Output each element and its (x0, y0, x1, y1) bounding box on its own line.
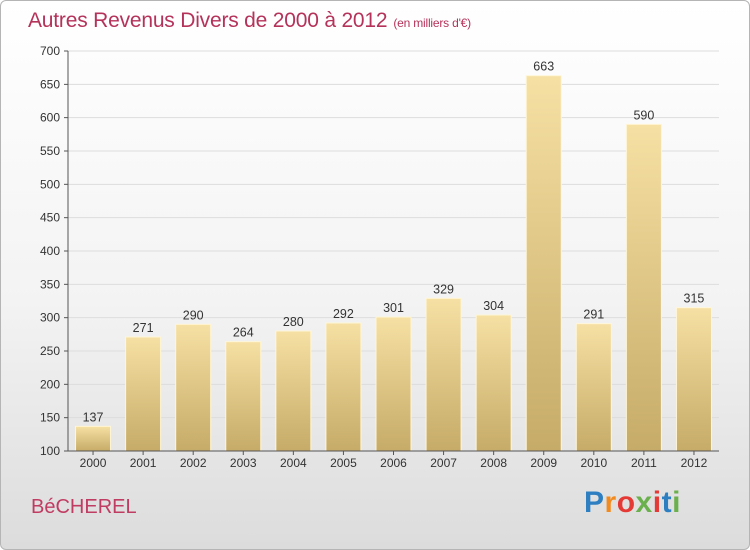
value-label-2010: 291 (583, 308, 604, 322)
bar-2012 (675, 307, 712, 452)
value-label-2009: 663 (533, 60, 554, 74)
y-tick-label-550: 550 (40, 144, 60, 158)
x-tick-label-2012: 2012 (681, 456, 708, 470)
value-label-2003: 264 (233, 326, 254, 340)
x-tick-label-2011: 2011 (631, 456, 657, 470)
x-tick-label-2006: 2006 (380, 456, 407, 470)
bar-2008 (475, 314, 512, 452)
y-tick-label-700: 700 (40, 44, 60, 58)
bars (75, 75, 712, 452)
y-tick-label-600: 600 (40, 111, 60, 125)
chart-title-text: Autres Revenus Divers de 2000 à 2012 (28, 9, 388, 32)
y-tick-label-150: 150 (40, 411, 60, 425)
y-tick-label-500: 500 (40, 177, 60, 191)
x-tick-label-2000: 2000 (80, 456, 107, 470)
y-tick-label-300: 300 (40, 311, 60, 325)
bar-2004 (275, 330, 312, 452)
labels: 2000 137 2001 271 2002 290 2003 264 2004 280 2005 2… (80, 60, 708, 470)
x-tick-label-2010: 2010 (580, 456, 607, 470)
bar-2002 (175, 323, 212, 452)
value-label-2006: 301 (383, 301, 404, 315)
x-tick-label-2001: 2001 (130, 456, 157, 470)
value-label-2005: 292 (333, 307, 354, 321)
value-label-2001: 271 (133, 321, 154, 335)
y-tick-label-450: 450 (40, 211, 60, 225)
proxiti-logo: Proxiti (584, 486, 681, 519)
x-tick-label-2004: 2004 (280, 456, 307, 470)
x-tick-label-2005: 2005 (330, 456, 357, 470)
y-tick-label-650: 650 (40, 77, 60, 91)
bar-2000 (75, 425, 112, 452)
x-tick-label-2008: 2008 (480, 456, 507, 470)
value-label-2004: 280 (283, 315, 304, 329)
chart-unit: (en milliers d'€) (393, 16, 471, 30)
y-tick-label-350: 350 (40, 277, 60, 291)
bar-2009 (525, 75, 562, 452)
commune-name: BéCHEREL (31, 496, 137, 518)
bar-2011 (625, 123, 662, 452)
x-tick-label-2002: 2002 (180, 456, 207, 470)
value-label-2011: 590 (633, 108, 654, 122)
x-tick-label-2003: 2003 (230, 456, 257, 470)
y-tick-label-100: 100 (40, 444, 60, 458)
y-tick-label-400: 400 (40, 244, 60, 258)
bar-2005 (325, 322, 362, 452)
x-tick-label-2009: 2009 (530, 456, 557, 470)
bar-2006 (375, 316, 412, 452)
x-tick-label-2007: 2007 (430, 456, 457, 470)
value-label-2007: 329 (433, 282, 454, 296)
chart-title: Autres Revenus Divers de 2000 à 2012 (en … (28, 9, 471, 33)
bar-2001 (125, 336, 162, 452)
value-label-2000: 137 (83, 410, 104, 424)
bar-2003 (225, 341, 262, 452)
axes: 100 150 200 250 300 350 400 450 500 550 600 650 700 (40, 44, 719, 458)
y-tick-label-200: 200 (40, 377, 60, 391)
bar-2010 (575, 323, 612, 452)
bar-2007 (425, 297, 462, 452)
y-tick-label-250: 250 (40, 344, 60, 358)
value-label-2008: 304 (483, 299, 504, 313)
value-label-2012: 315 (684, 292, 705, 306)
value-label-2002: 290 (183, 308, 204, 322)
